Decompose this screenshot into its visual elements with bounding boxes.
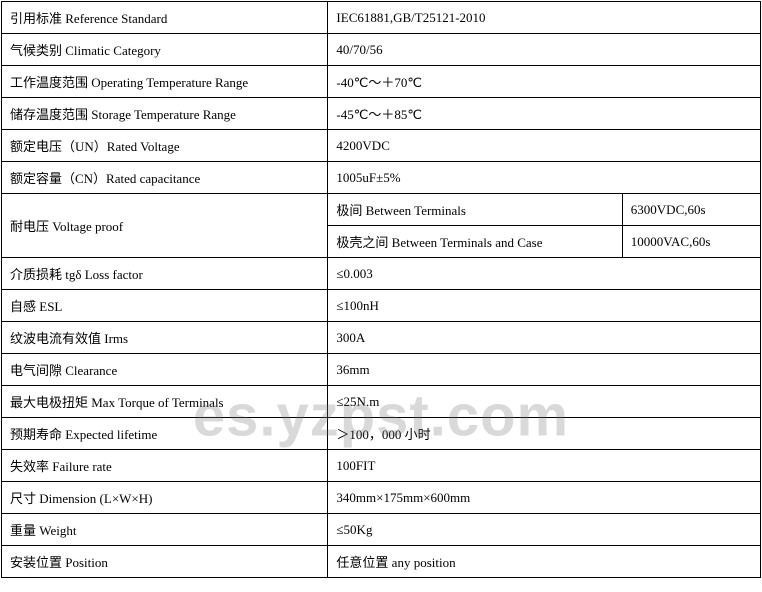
cell-label: 耐电压 Voltage proof [2,194,328,258]
table-row: 介质损耗 tgδ Loss factor ≤0.003 [2,258,761,290]
specification-table: 引用标准 Reference Standard IEC61881,GB/T251… [1,1,761,578]
cell-value: 4200VDC [328,130,761,162]
cell-value: 300A [328,322,761,354]
cell-label: 气候类别 Climatic Category [2,34,328,66]
cell-label: 尺寸 Dimension (L×W×H) [2,482,328,514]
table-row: 纹波电流有效值 Irms 300A [2,322,761,354]
table-row: 储存温度范围 Storage Temperature Range -45℃～＋8… [2,98,761,130]
table-row: 耐电压 Voltage proof 极间 Between Terminals 6… [2,194,761,226]
cell-label: 引用标准 Reference Standard [2,2,328,34]
cell-label: 最大电极扭矩 Max Torque of Terminals [2,386,328,418]
cell-value: 340mm×175mm×600mm [328,482,761,514]
table-body: 引用标准 Reference Standard IEC61881,GB/T251… [2,2,761,578]
table-row: 引用标准 Reference Standard IEC61881,GB/T251… [2,2,761,34]
cell-value: 40/70/56 [328,34,761,66]
cell-label: 额定容量（CN）Rated capacitance [2,162,328,194]
cell-label: 电气间隙 Clearance [2,354,328,386]
table-row: 预期寿命 Expected lifetime ＞100，000 小时 [2,418,761,450]
table-row: 失效率 Failure rate 100FIT [2,450,761,482]
cell-value: ≤50Kg [328,514,761,546]
cell-label: 纹波电流有效值 Irms [2,322,328,354]
cell-value: -45℃～＋85℃ [328,98,761,130]
cell-value: ≤25N.m [328,386,761,418]
cell-value: IEC61881,GB/T25121-2010 [328,2,761,34]
cell-value: 任意位置 any position [328,546,761,578]
cell-label: 失效率 Failure rate [2,450,328,482]
cell-value: -40℃～＋70℃ [328,66,761,98]
cell-value: ＞100，000 小时 [328,418,761,450]
cell-sub-label: 极壳之间 Between Terminals and Case [328,226,622,258]
cell-label: 自感 ESL [2,290,328,322]
table-row: 重量 Weight ≤50Kg [2,514,761,546]
table-row: 自感 ESL ≤100nH [2,290,761,322]
table-row: 工作温度范围 Operating Temperature Range -40℃～… [2,66,761,98]
cell-label: 安装位置 Position [2,546,328,578]
cell-label: 重量 Weight [2,514,328,546]
cell-label: 介质损耗 tgδ Loss factor [2,258,328,290]
table-row: 额定电压（UN）Rated Voltage 4200VDC [2,130,761,162]
table-row: 额定容量（CN）Rated capacitance 1005uF±5% [2,162,761,194]
cell-value: 1005uF±5% [328,162,761,194]
cell-value: ≤0.003 [328,258,761,290]
cell-label: 额定电压（UN）Rated Voltage [2,130,328,162]
cell-sub-value: 6300VDC,60s [622,194,760,226]
cell-value: ≤100nH [328,290,761,322]
cell-sub-value: 10000VAC,60s [622,226,760,258]
cell-sub-label: 极间 Between Terminals [328,194,622,226]
table-row: 电气间隙 Clearance 36mm [2,354,761,386]
cell-label: 工作温度范围 Operating Temperature Range [2,66,328,98]
cell-value: 36mm [328,354,761,386]
table-row: 安装位置 Position 任意位置 any position [2,546,761,578]
table-row: 尺寸 Dimension (L×W×H) 340mm×175mm×600mm [2,482,761,514]
table-row: 最大电极扭矩 Max Torque of Terminals ≤25N.m [2,386,761,418]
cell-label: 储存温度范围 Storage Temperature Range [2,98,328,130]
cell-label: 预期寿命 Expected lifetime [2,418,328,450]
table-row: 气候类别 Climatic Category 40/70/56 [2,34,761,66]
cell-value: 100FIT [328,450,761,482]
